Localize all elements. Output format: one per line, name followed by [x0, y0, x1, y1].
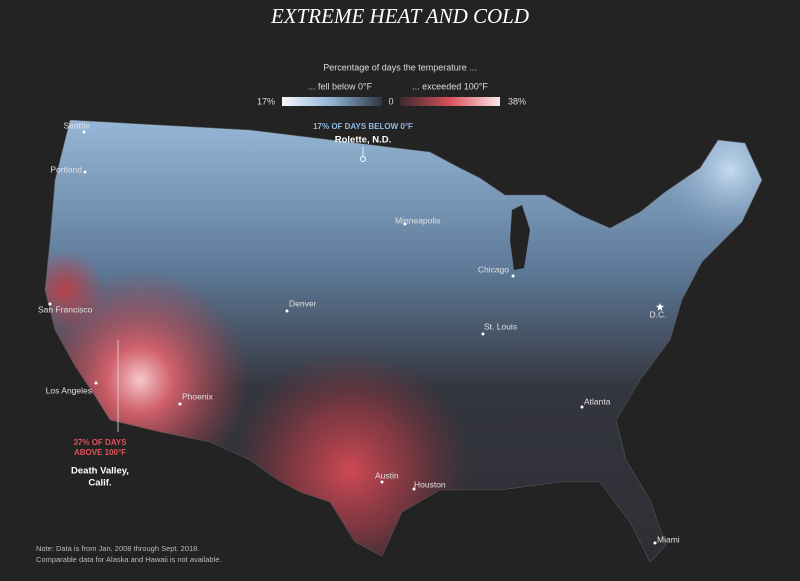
city-label: Denver [289, 298, 317, 308]
lake-michigan [510, 205, 530, 270]
heat-place: Calif. [88, 478, 111, 489]
heat-stat: ABOVE 100°F [74, 448, 126, 457]
city-dot [82, 130, 86, 134]
capital-star [656, 303, 664, 311]
heat-stat: 37% OF DAYS [73, 438, 127, 447]
city-label: Atlanta [584, 396, 611, 406]
city-dot [48, 302, 52, 306]
us-map [45, 120, 762, 562]
city-dot [653, 541, 657, 545]
city-dot [380, 480, 384, 484]
city-dot [285, 309, 289, 313]
city-label: D.C. [650, 309, 667, 319]
city-label: Austin [375, 470, 399, 480]
city-dot [580, 405, 584, 409]
city-dot [412, 487, 416, 491]
legend-zero: 0 [388, 96, 393, 106]
legend-cold-label: ... fell below 0°F [308, 81, 373, 91]
legend-heat-end: 38% [508, 96, 526, 106]
city-dot [94, 381, 98, 385]
legend-heat-label: ... exceeded 100°F [412, 81, 488, 91]
city-label: St. Louis [484, 321, 517, 331]
cold-stat: 17% OF DAYS BELOW 0°F [313, 122, 413, 131]
city-label: Portland [50, 164, 82, 174]
city-label: San Francisco [38, 304, 93, 314]
heat-place: Death Valley, [71, 466, 129, 477]
city-dot [481, 332, 485, 336]
city-label: Los Angeles [46, 385, 92, 395]
city-label: Phoenix [182, 391, 213, 401]
legend-heat-bar [400, 97, 500, 106]
city-label: Miami [657, 534, 680, 544]
legend-cold-bar [282, 97, 382, 106]
city-dot [403, 222, 407, 226]
legend-cold-end: 17% [257, 96, 275, 106]
cold-marker [360, 156, 366, 162]
city-dot [178, 402, 182, 406]
title: EXTREME HEAT AND COLD [270, 4, 529, 28]
cold-place: Rolette, N.D. [335, 135, 391, 146]
city-label: Seattle [64, 120, 91, 130]
city-dot [83, 170, 87, 174]
legend-heading: Percentage of days the temperature ... [323, 62, 477, 72]
city-label: Chicago [478, 264, 509, 274]
city-dot [511, 274, 515, 278]
note: Note: Data is from Jan. 2008 through Sep… [36, 544, 199, 553]
note: Comparable data for Alaska and Hawaii is… [36, 555, 222, 564]
city-label: Minneapolis [395, 215, 440, 225]
city-label: Houston [414, 479, 446, 489]
